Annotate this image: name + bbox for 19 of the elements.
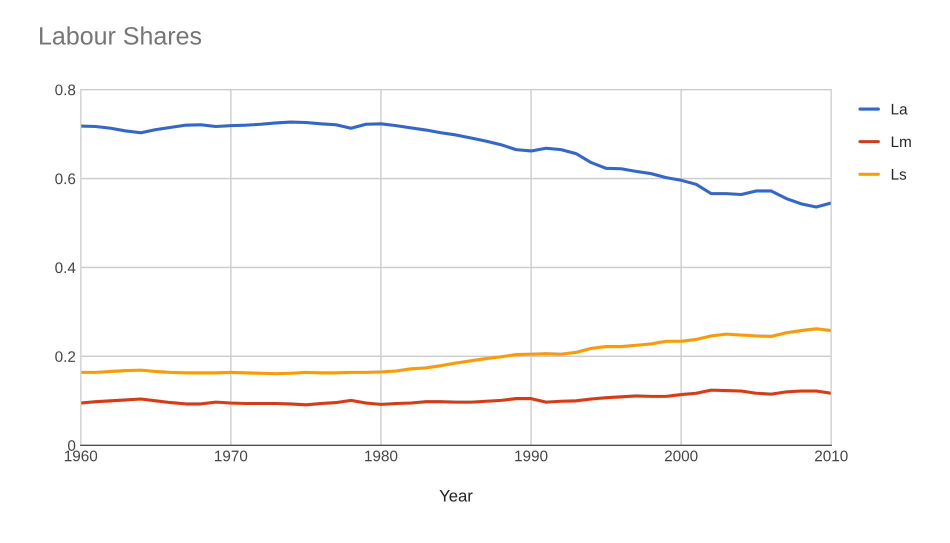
x-tick-label: 1960 xyxy=(64,450,98,462)
x-tick-label: 2010 xyxy=(815,450,848,462)
legend-label: Lm xyxy=(892,136,911,147)
x-tick-label: 1980 xyxy=(365,450,398,462)
y-tick-label: 0.2 xyxy=(55,351,76,362)
chart-title: Labour Shares xyxy=(40,26,202,45)
line-series xyxy=(80,120,832,208)
x-tick-label: 1970 xyxy=(215,450,248,462)
legend-label: La xyxy=(892,104,908,115)
y-tick-label: 0 xyxy=(68,440,76,451)
y-tick-label: 0.8 xyxy=(55,84,76,96)
y-tick-label: 0.4 xyxy=(55,262,76,274)
line-series xyxy=(80,388,832,406)
line-series xyxy=(80,327,832,376)
x-tick-label: 1990 xyxy=(515,450,548,462)
x-tick-label: 2000 xyxy=(664,450,698,462)
y-tick-label: 0.6 xyxy=(55,173,76,184)
legend-label: Ls xyxy=(892,169,906,180)
x-axis-title: Year xyxy=(440,490,473,502)
